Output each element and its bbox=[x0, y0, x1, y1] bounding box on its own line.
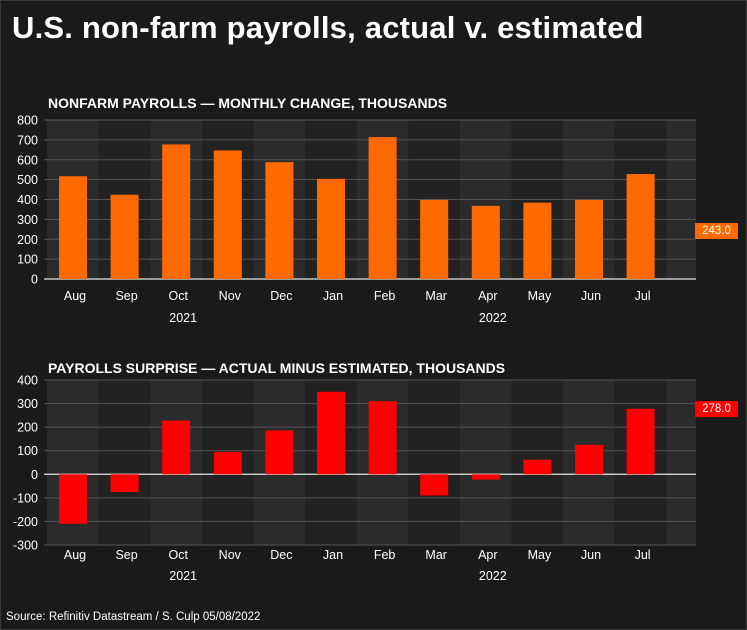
payrolls-bar-oct bbox=[162, 144, 191, 279]
surprise-bar-nov bbox=[213, 451, 242, 475]
payrolls-bar-sep bbox=[110, 194, 139, 279]
payrolls-x-tick-label: Jul bbox=[635, 289, 651, 303]
surprise-x-tick-label: Oct bbox=[168, 548, 188, 562]
surprise-bar-apr bbox=[471, 474, 500, 480]
payrolls-bar-apr bbox=[471, 205, 500, 279]
payrolls-x-tick-label: Mar bbox=[425, 289, 447, 303]
surprise-column-band bbox=[98, 380, 151, 545]
source-note: Source: Refinitiv Datastream / S. Culp 0… bbox=[6, 611, 261, 623]
payrolls-y-tick-label: 100 bbox=[17, 253, 38, 267]
surprise-y-tick-label: -200 bbox=[13, 515, 38, 529]
surprise-y-tick-label: -300 bbox=[13, 539, 38, 553]
payrolls-bar-nov bbox=[213, 150, 242, 279]
payrolls-y-tick-label: 200 bbox=[17, 233, 38, 247]
surprise-x-tick-label: Aug bbox=[64, 548, 86, 562]
payrolls-x-tick-label: May bbox=[528, 289, 552, 303]
surprise-bar-feb bbox=[368, 401, 397, 475]
surprise-x-tick-label: Dec bbox=[270, 548, 292, 562]
surprise-x-tick-label: Jul bbox=[635, 548, 651, 562]
surprise-year-label: 2021 bbox=[169, 569, 197, 583]
surprise-bar-dec bbox=[265, 430, 294, 475]
payrolls-bar-jun bbox=[575, 199, 603, 279]
payrolls-x-tick-label: Apr bbox=[478, 289, 497, 303]
payrolls-x-tick-label: Feb bbox=[374, 289, 396, 303]
payrolls-bar-feb bbox=[368, 137, 397, 279]
payrolls-bar-mar bbox=[420, 199, 449, 279]
surprise-x-tick-label: Jun bbox=[581, 548, 601, 562]
payrolls-bar-may bbox=[523, 202, 552, 279]
payrolls-x-tick-label: Oct bbox=[168, 289, 188, 303]
surprise-bar-jul bbox=[626, 408, 655, 475]
surprise-chart-title: PAYROLLS SURPRISE — ACTUAL MINUS ESTIMAT… bbox=[48, 360, 506, 376]
surprise-y-tick-label: -100 bbox=[13, 491, 38, 505]
surprise-bar-may bbox=[523, 459, 552, 475]
surprise-bar-oct bbox=[162, 420, 191, 475]
payrolls-x-tick-label: Jun bbox=[581, 289, 601, 303]
payrolls-y-tick-label: 700 bbox=[17, 133, 38, 147]
surprise-y-tick-label: 0 bbox=[31, 468, 38, 482]
payrolls-y-tick-label: 400 bbox=[17, 193, 38, 207]
surprise-y-tick-label: 200 bbox=[17, 421, 38, 435]
surprise-x-tick-label: Feb bbox=[374, 548, 396, 562]
surprise-x-tick-label: Sep bbox=[115, 548, 137, 562]
surprise-column-band bbox=[460, 380, 512, 545]
payrolls-bar-jul bbox=[626, 174, 655, 279]
payrolls-chart-title: NONFARM PAYROLLS — MONTHLY CHANGE, THOUS… bbox=[48, 95, 448, 111]
payrolls-bar-aug bbox=[59, 176, 87, 279]
surprise-bar-aug bbox=[59, 474, 87, 524]
payrolls-x-tick-label: Jan bbox=[323, 289, 343, 303]
surprise-y-tick-label: 400 bbox=[17, 374, 38, 388]
payrolls-y-tick-label: 600 bbox=[17, 153, 38, 167]
surprise-y-tick-label: 100 bbox=[17, 444, 38, 458]
surprise-column-band bbox=[666, 380, 696, 545]
payrolls-bar-dec bbox=[265, 162, 294, 279]
surprise-bar-sep bbox=[110, 474, 139, 492]
payrolls-y-tick-label: 300 bbox=[17, 213, 38, 227]
payrolls-x-tick-label: Sep bbox=[115, 289, 137, 303]
surprise-x-tick-label: Jan bbox=[323, 548, 343, 562]
surprise-column-band bbox=[408, 380, 460, 545]
surprise-x-tick-label: Apr bbox=[478, 548, 497, 562]
payrolls-y-tick-label: 500 bbox=[17, 173, 38, 187]
payrolls-last-value-badge: 243.0 bbox=[695, 222, 738, 239]
payrolls-bar-jan bbox=[317, 178, 345, 279]
surprise-last-value-badge: 278.0 bbox=[695, 400, 738, 417]
surprise-x-tick-label: May bbox=[528, 548, 552, 562]
payrolls-y-tick-label: 0 bbox=[31, 273, 38, 287]
surprise-year-label: 2022 bbox=[479, 569, 507, 583]
surprise-bar-jan bbox=[317, 391, 345, 475]
payrolls-year-label: 2022 bbox=[479, 311, 507, 325]
surprise-bar-mar bbox=[420, 474, 449, 496]
payrolls-y-tick-label: 800 bbox=[17, 114, 38, 128]
payrolls-x-tick-label: Dec bbox=[270, 289, 292, 303]
surprise-x-tick-label: Nov bbox=[219, 548, 242, 562]
payrolls-year-label: 2021 bbox=[169, 311, 197, 325]
page-title: U.S. non-farm payrolls, actual v. estima… bbox=[12, 10, 644, 45]
payrolls-x-tick-label: Aug bbox=[64, 289, 86, 303]
surprise-x-tick-label: Mar bbox=[425, 548, 447, 562]
surprise-bar-jun bbox=[575, 444, 603, 475]
surprise-y-tick-label: 300 bbox=[17, 397, 38, 411]
payrolls-x-tick-label: Nov bbox=[219, 289, 242, 303]
